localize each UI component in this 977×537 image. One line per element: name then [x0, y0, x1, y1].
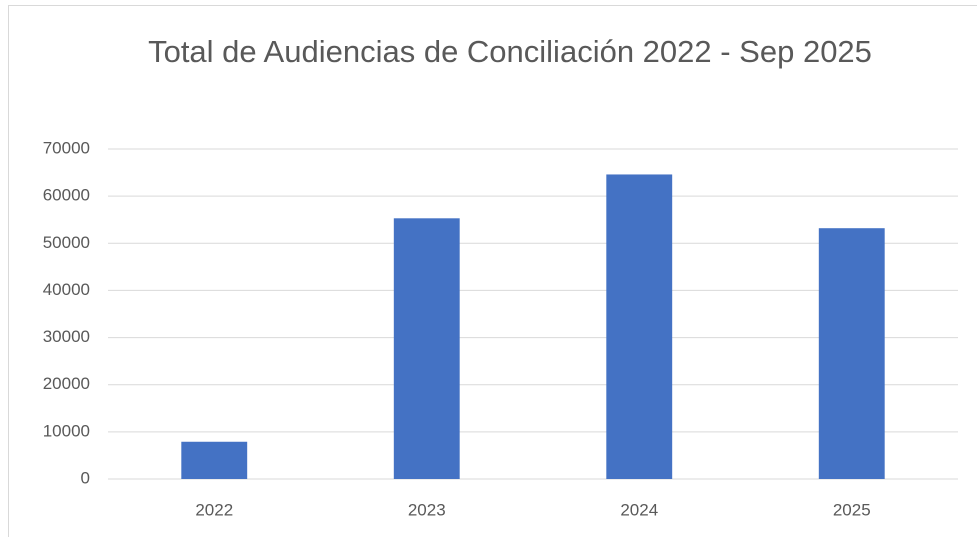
x-tick-label: 2023 — [408, 500, 446, 519]
y-tick-label: 50000 — [43, 233, 90, 252]
y-tick-label: 70000 — [43, 138, 90, 157]
y-tick-label: 40000 — [43, 280, 90, 299]
bar — [606, 174, 673, 479]
chart-title: Total de Audiencias de Conciliación 2022… — [148, 34, 872, 69]
y-tick-label: 30000 — [43, 327, 90, 346]
bar — [181, 441, 248, 479]
x-tick-label: 2024 — [620, 500, 658, 519]
y-tick-label: 0 — [81, 468, 90, 487]
y-tick-label: 10000 — [43, 421, 90, 440]
bar — [393, 218, 460, 480]
y-tick-label: 20000 — [43, 374, 90, 393]
y-tick-label: 60000 — [43, 186, 90, 205]
x-tick-label: 2025 — [833, 500, 871, 519]
chart-border — [8, 5, 977, 537]
x-tick-label: 2022 — [195, 500, 233, 519]
bar — [818, 228, 885, 479]
